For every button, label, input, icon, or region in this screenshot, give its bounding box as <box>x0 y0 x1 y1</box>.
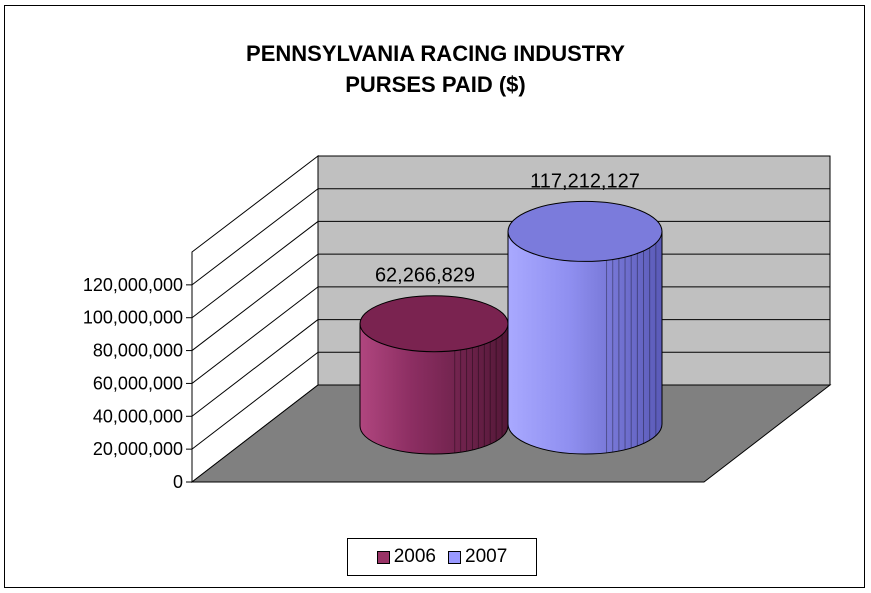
bar-2006 <box>359 295 509 455</box>
data-label-2007: 117,212,127 <box>530 170 640 192</box>
gridline-side <box>191 188 319 286</box>
legend: 2006 2007 <box>347 538 537 576</box>
legend-label-2007: 2007 <box>465 546 508 567</box>
y-tick-label: 100,000,000 <box>83 308 183 328</box>
legend-swatch-2007 <box>448 550 461 564</box>
bar-top <box>359 295 509 353</box>
legend-item-2006: 2006 <box>376 546 436 568</box>
data-label-2006: 62,266,829 <box>375 265 475 287</box>
bar-top <box>507 200 663 262</box>
bar-body <box>359 323 509 455</box>
legend-item-2007: 2007 <box>448 546 507 568</box>
y-tick-label: 120,000,000 <box>83 275 183 295</box>
floor <box>190 384 832 483</box>
y-tick-label: 20,000,000 <box>93 439 183 459</box>
chart-title-line2: PURSES PAID ($) <box>345 72 526 97</box>
y-axis-ticks: 0 20,000,000 40,000,000 60,000,000 80,000,00… <box>83 252 193 492</box>
gridline-side <box>191 253 319 351</box>
data-labels: 62,266,829 117,212,127 <box>375 170 640 286</box>
bar-2007 <box>507 200 663 455</box>
legend-label-2006: 2006 <box>393 546 436 567</box>
chart-title: PENNSYLVANIA RACING INDUSTRY PURSES PAID… <box>0 38 871 100</box>
bar-body <box>507 230 663 455</box>
bars <box>359 200 663 455</box>
legend-swatch-2006 <box>376 550 390 564</box>
gridline-side <box>191 221 319 319</box>
y-tick-label: 0 <box>173 472 183 492</box>
y-tick-label: 80,000,000 <box>93 341 183 361</box>
gridline-side <box>191 351 319 450</box>
y-tick-label: 60,000,000 <box>93 373 183 393</box>
gridline-side <box>191 286 319 384</box>
chart-title-line1: PENNSYLVANIA RACING INDUSTRY <box>246 41 625 66</box>
y-tick-label: 40,000,000 <box>93 406 183 426</box>
gridline-side <box>191 319 319 417</box>
